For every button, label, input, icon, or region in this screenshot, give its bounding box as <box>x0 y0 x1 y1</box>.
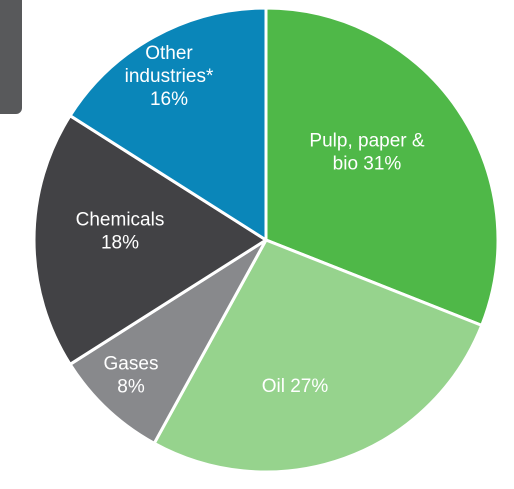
slice-label: Gases 8% <box>104 354 159 398</box>
slice-label-line: 8% <box>117 377 145 398</box>
pie-slices <box>32 6 500 474</box>
slice-label: Pulp, paper & bio 31% <box>309 131 424 175</box>
slice-label-line: Chemicals <box>76 210 165 231</box>
slice-label-line: Oil 27% <box>262 376 329 397</box>
pie-slice-oil <box>152 238 484 474</box>
slice-label-line: 18% <box>101 233 139 254</box>
pie-slice-gases <box>68 238 268 445</box>
corner-tab <box>0 0 22 114</box>
slice-label-line: 16% <box>150 89 188 110</box>
slice-label-line: Pulp, paper & <box>309 131 424 152</box>
slice-label-line: Other <box>145 43 193 64</box>
pie-slice-pulp-paper-bio <box>264 6 500 327</box>
slice-label-line: Gases <box>104 354 159 375</box>
slice-label-line: industries* <box>125 66 214 87</box>
slice-label-line: bio 31% <box>333 154 402 175</box>
pie-slice-chemicals <box>32 114 268 366</box>
pie-labels: Pulp, paper & bio 31% Oil 27% Gases 8% Chemic… <box>76 43 425 398</box>
slice-label: Oil 27% <box>262 376 329 397</box>
pie-slice-other-industries <box>68 6 268 242</box>
slice-label: Other industries* 16% <box>125 43 214 110</box>
slice-label: Chemicals 18% <box>76 210 165 254</box>
